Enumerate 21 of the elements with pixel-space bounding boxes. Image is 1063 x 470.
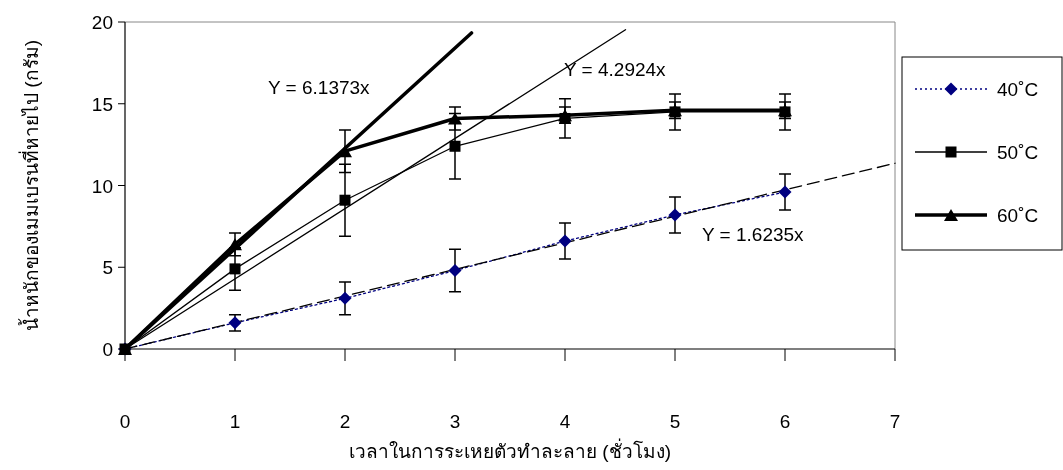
legend-label: 60˚C (997, 205, 1039, 226)
y-tick-label: 10 (91, 175, 113, 197)
y-tick-label: 0 (102, 339, 113, 360)
y-tick-label: 5 (102, 257, 113, 279)
annotation: Y = 6.1373x (268, 77, 371, 98)
y-tick-label: 15 (91, 93, 113, 115)
x-tick-label: 7 (889, 411, 901, 432)
x-tick-label: 6 (779, 411, 791, 432)
x-tick-label: 0 (119, 411, 131, 432)
annotation: Y = 4.2924x (564, 59, 667, 80)
y-tick-label: 20 (91, 12, 113, 33)
x-tick-label: 2 (339, 411, 351, 432)
annotation: Y = 1.6235x (702, 224, 805, 245)
x-tick-label: 1 (229, 411, 241, 432)
y-axis-title: น้ำหนักของเมมเบรนที่หายไป (กรัม) (18, 40, 42, 331)
x-axis-title: เวลาในการระเหยตัวทำละลาย (ชั่วโมง) (349, 438, 671, 462)
legend-label: 40˚C (997, 79, 1039, 100)
x-tick-label: 4 (559, 411, 571, 432)
x-tick-label: 5 (669, 411, 681, 432)
x-tick-label: 3 (449, 411, 461, 432)
legend-label: 50˚C (997, 142, 1039, 163)
